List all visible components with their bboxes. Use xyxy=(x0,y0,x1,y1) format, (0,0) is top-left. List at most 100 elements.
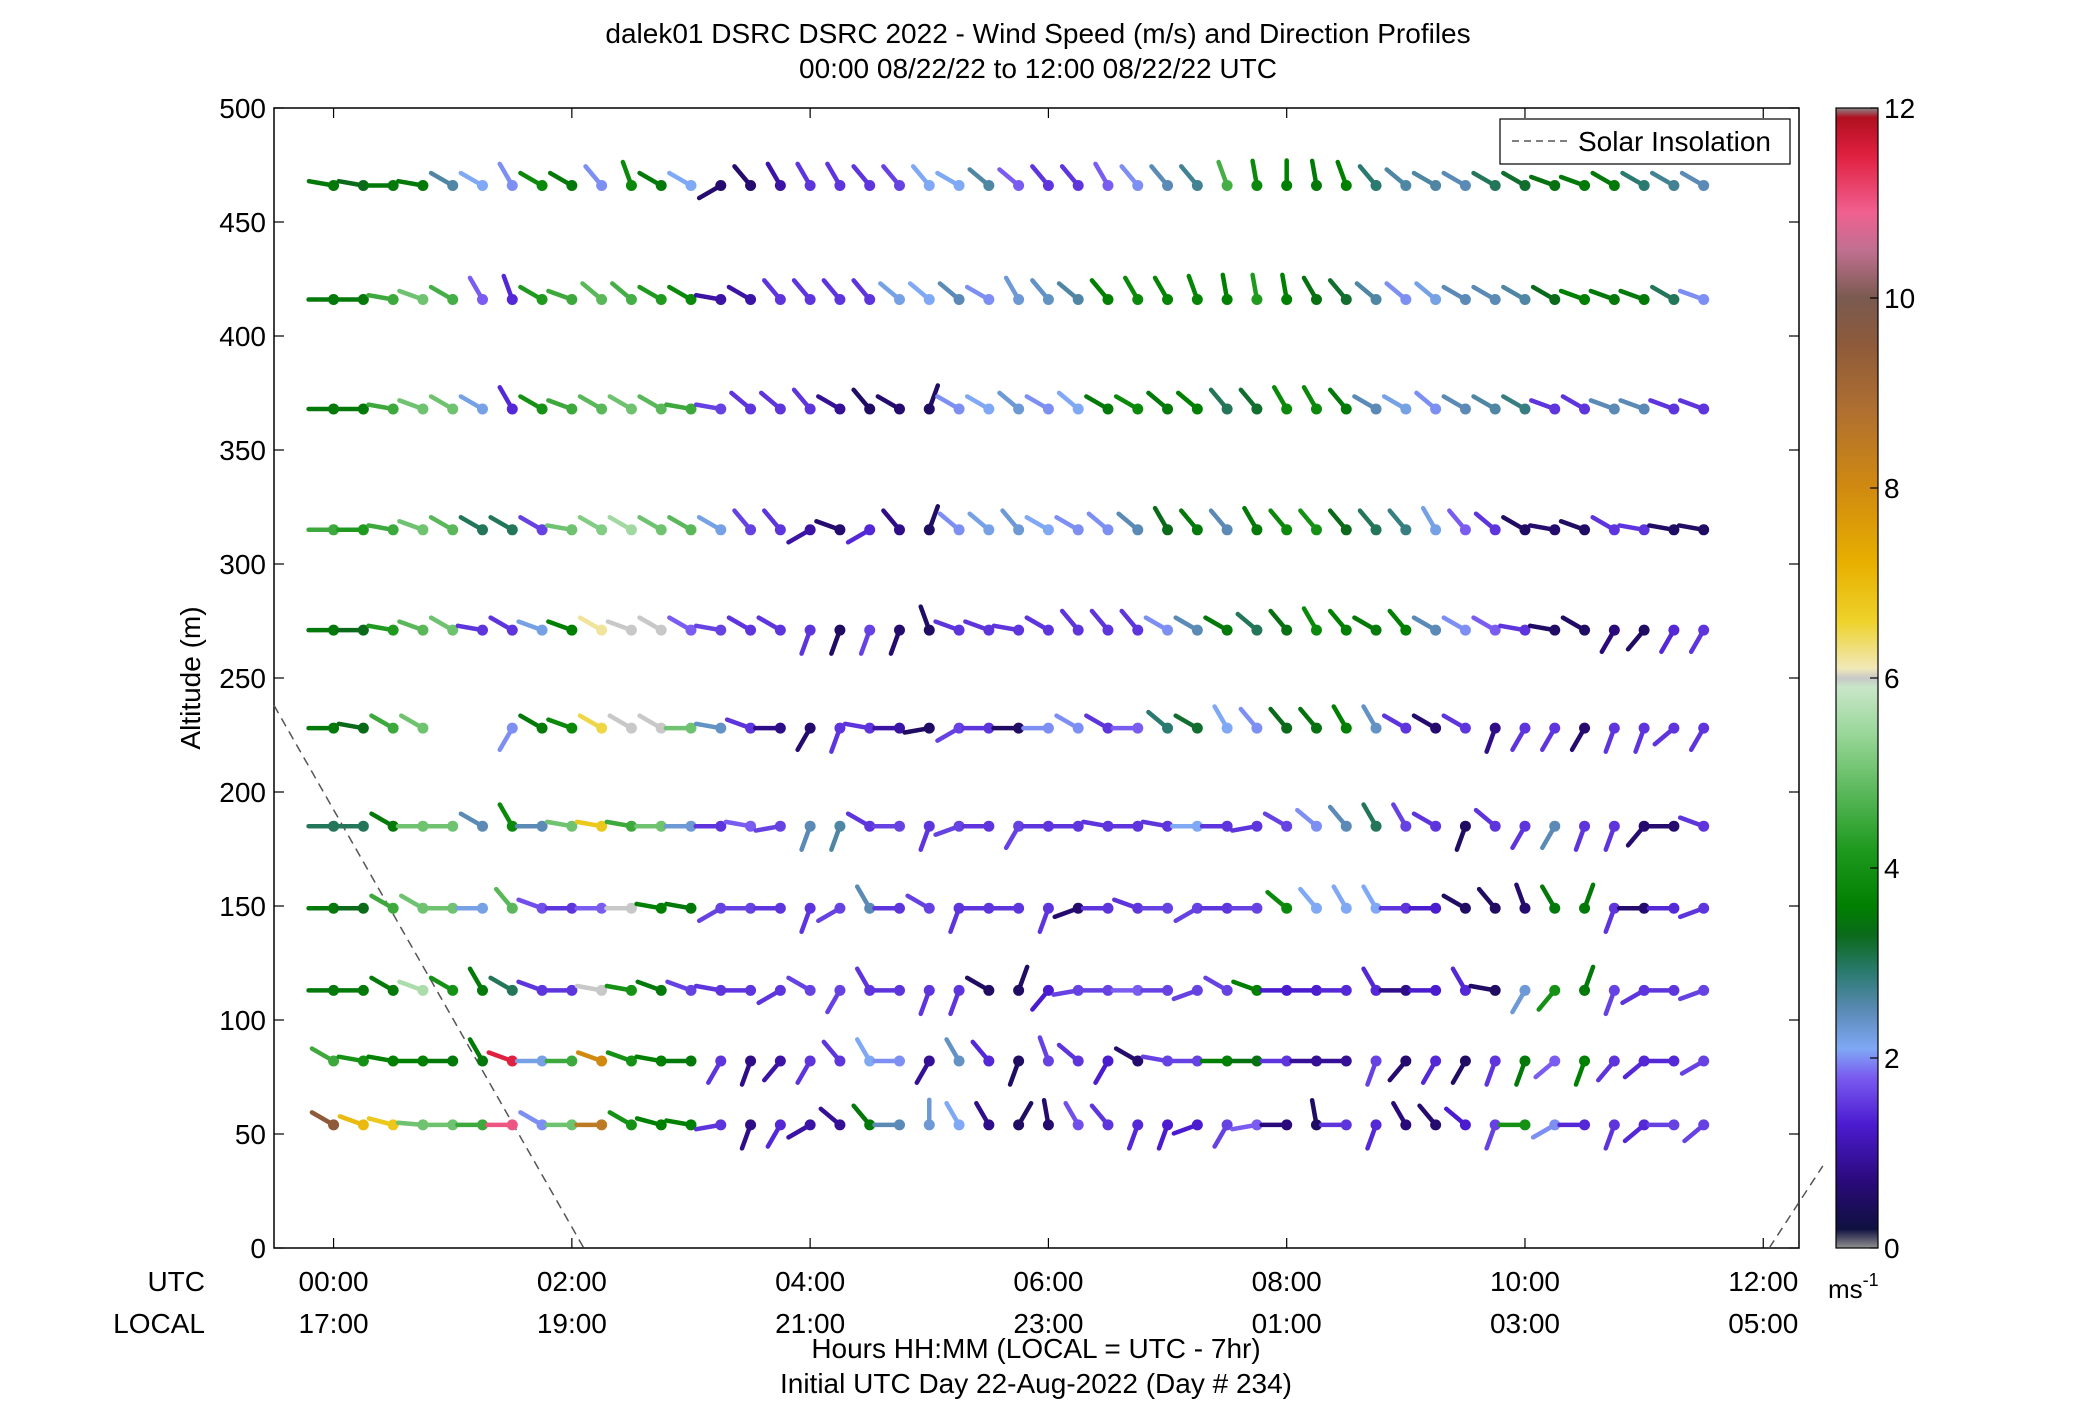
wind-barb-dot xyxy=(387,1055,399,1067)
wind-barb xyxy=(397,398,429,415)
wind-barb xyxy=(923,383,941,415)
wind-barb-dot xyxy=(1221,820,1233,832)
wind-barb-dot xyxy=(1042,1055,1054,1067)
wind-barb xyxy=(696,180,727,201)
wind-barb xyxy=(1620,984,1650,1006)
wind-barb xyxy=(693,1119,727,1132)
wind-barb xyxy=(1175,390,1203,415)
wind-barb xyxy=(1533,1055,1561,1080)
wind-barb xyxy=(620,159,637,192)
wind-barb xyxy=(637,713,667,734)
wind-barb-dot xyxy=(1132,820,1144,832)
wind-barb-dot xyxy=(476,902,488,914)
wind-barb xyxy=(786,1119,816,1140)
wind-barb-dot xyxy=(1132,180,1144,192)
wind-barb xyxy=(765,161,786,192)
wind-barb-dot xyxy=(357,403,369,415)
wind-barb xyxy=(1558,518,1591,536)
wind-barb-dot xyxy=(1608,294,1620,306)
wind-barb-dot xyxy=(923,524,935,536)
wind-barb xyxy=(944,1100,965,1131)
wind-barb-dot xyxy=(715,984,727,996)
wind-barb-dot xyxy=(417,1119,429,1131)
wind-barb xyxy=(607,515,637,536)
wind-barb-dot xyxy=(1430,403,1442,415)
wind-barb-dot xyxy=(1698,820,1710,832)
wind-barb-dot xyxy=(625,820,637,832)
wind-barb xyxy=(1203,975,1233,996)
wind-barb-dot xyxy=(1608,180,1620,192)
wind-barb-dot xyxy=(1340,524,1352,536)
wind-barb xyxy=(872,1055,905,1067)
wind-barb-dot xyxy=(1102,902,1114,914)
wind-barb xyxy=(605,1050,637,1067)
wind-barb xyxy=(1212,1119,1233,1149)
wind-barb xyxy=(1417,1103,1442,1131)
wind-barb xyxy=(1013,1100,1034,1131)
wind-barb-dot xyxy=(715,1119,727,1131)
wind-barb-dot xyxy=(953,722,965,734)
wind-barb-dot xyxy=(1579,984,1591,996)
y-tick-label: 300 xyxy=(219,549,266,580)
wind-barb xyxy=(753,902,786,914)
wind-barb xyxy=(753,722,786,734)
wind-barb-dot xyxy=(566,984,578,996)
wind-barb xyxy=(1281,158,1293,192)
x-axis-ticks: 00:00 17:00 02:00 19:00 04:00 21:00 06:00 23:00… xyxy=(299,108,1798,1339)
wind-barb-dot xyxy=(1519,180,1531,192)
wind-barb-dot xyxy=(804,180,816,192)
wind-barb-dot xyxy=(834,1055,846,1067)
wind-barb-dot xyxy=(1281,294,1293,306)
wind-barb xyxy=(1268,608,1293,636)
wind-barb-dot xyxy=(447,902,459,914)
wind-barb xyxy=(518,394,548,415)
wind-barb xyxy=(851,387,876,415)
wind-barb xyxy=(1021,820,1054,832)
wind-barb-dot xyxy=(1430,820,1442,832)
colorbar-unit-exponent: -1 xyxy=(1863,1270,1879,1290)
wind-barb-dot xyxy=(1340,294,1352,306)
wind-barb xyxy=(514,820,548,832)
wind-barb-dot xyxy=(1340,1055,1352,1067)
wind-barb-dot xyxy=(1281,403,1293,415)
wind-barb-dot xyxy=(1072,984,1084,996)
wind-barb xyxy=(1603,1119,1620,1151)
wind-barb-dot xyxy=(1102,1119,1114,1131)
colorbar-tick-label: 10 xyxy=(1884,283,1915,314)
wind-barb xyxy=(306,624,340,636)
wind-barb xyxy=(795,1055,816,1085)
wind-barb xyxy=(1280,272,1293,306)
wind-barb xyxy=(1086,511,1114,536)
wind-barb xyxy=(336,178,369,192)
wind-barb-dot xyxy=(387,624,399,636)
wind-barb-dot xyxy=(715,294,727,306)
wind-barb xyxy=(914,1055,935,1085)
wind-barb xyxy=(397,518,429,536)
wind-barb xyxy=(663,820,697,832)
wind-barb xyxy=(664,402,697,415)
wind-barb xyxy=(854,884,876,914)
wind-barb xyxy=(467,966,488,996)
wind-barb xyxy=(336,820,369,832)
x-tick-label-local: 21:00 xyxy=(775,1308,845,1339)
wind-barb xyxy=(1262,811,1293,832)
wind-barb-dot xyxy=(357,294,369,306)
wind-barb xyxy=(1679,170,1710,192)
wind-barb-dot xyxy=(1668,403,1680,415)
wind-barb-dot xyxy=(834,902,846,914)
wind-barb-dot xyxy=(1549,624,1561,636)
wind-barb xyxy=(667,170,697,192)
wind-barb-dot xyxy=(536,294,548,306)
wind-barb xyxy=(923,1097,935,1131)
wind-barb-dot xyxy=(923,294,935,306)
wind-barb xyxy=(663,1055,697,1067)
wind-barb-dot xyxy=(387,524,399,536)
wind-barb xyxy=(1212,704,1233,734)
wind-barb xyxy=(905,893,935,914)
wind-barb xyxy=(1259,1119,1293,1131)
wind-barb xyxy=(664,1118,697,1131)
wind-barb xyxy=(306,524,340,536)
wind-barb-dot xyxy=(596,403,608,415)
wind-barb-dot xyxy=(864,1119,876,1131)
wind-barb xyxy=(574,1119,608,1131)
